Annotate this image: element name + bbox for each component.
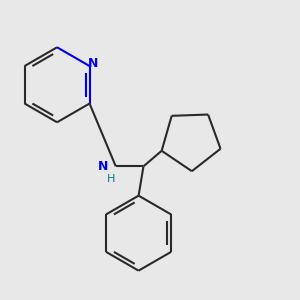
Text: N: N — [88, 57, 99, 70]
Text: H: H — [107, 175, 115, 184]
Text: N: N — [98, 160, 109, 173]
